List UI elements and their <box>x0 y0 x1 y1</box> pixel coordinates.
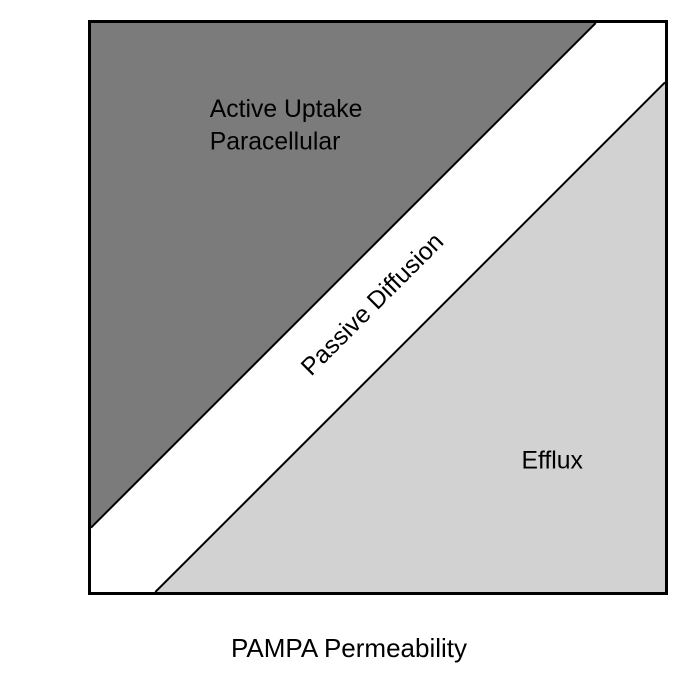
x-axis-label: PAMPA Permeability <box>231 633 467 664</box>
diagram-container: Caco-2 Permeability Active Uptake Parace… <box>10 10 688 664</box>
label-active-uptake-line1: Active Uptake <box>210 96 363 123</box>
label-active-uptake-line2: Paracellular <box>210 129 341 156</box>
plot-area: Active Uptake Paracellular Efflux Passiv… <box>88 20 668 595</box>
label-efflux: Efflux <box>522 447 584 474</box>
plot-svg: Active Uptake Paracellular Efflux Passiv… <box>91 23 665 592</box>
